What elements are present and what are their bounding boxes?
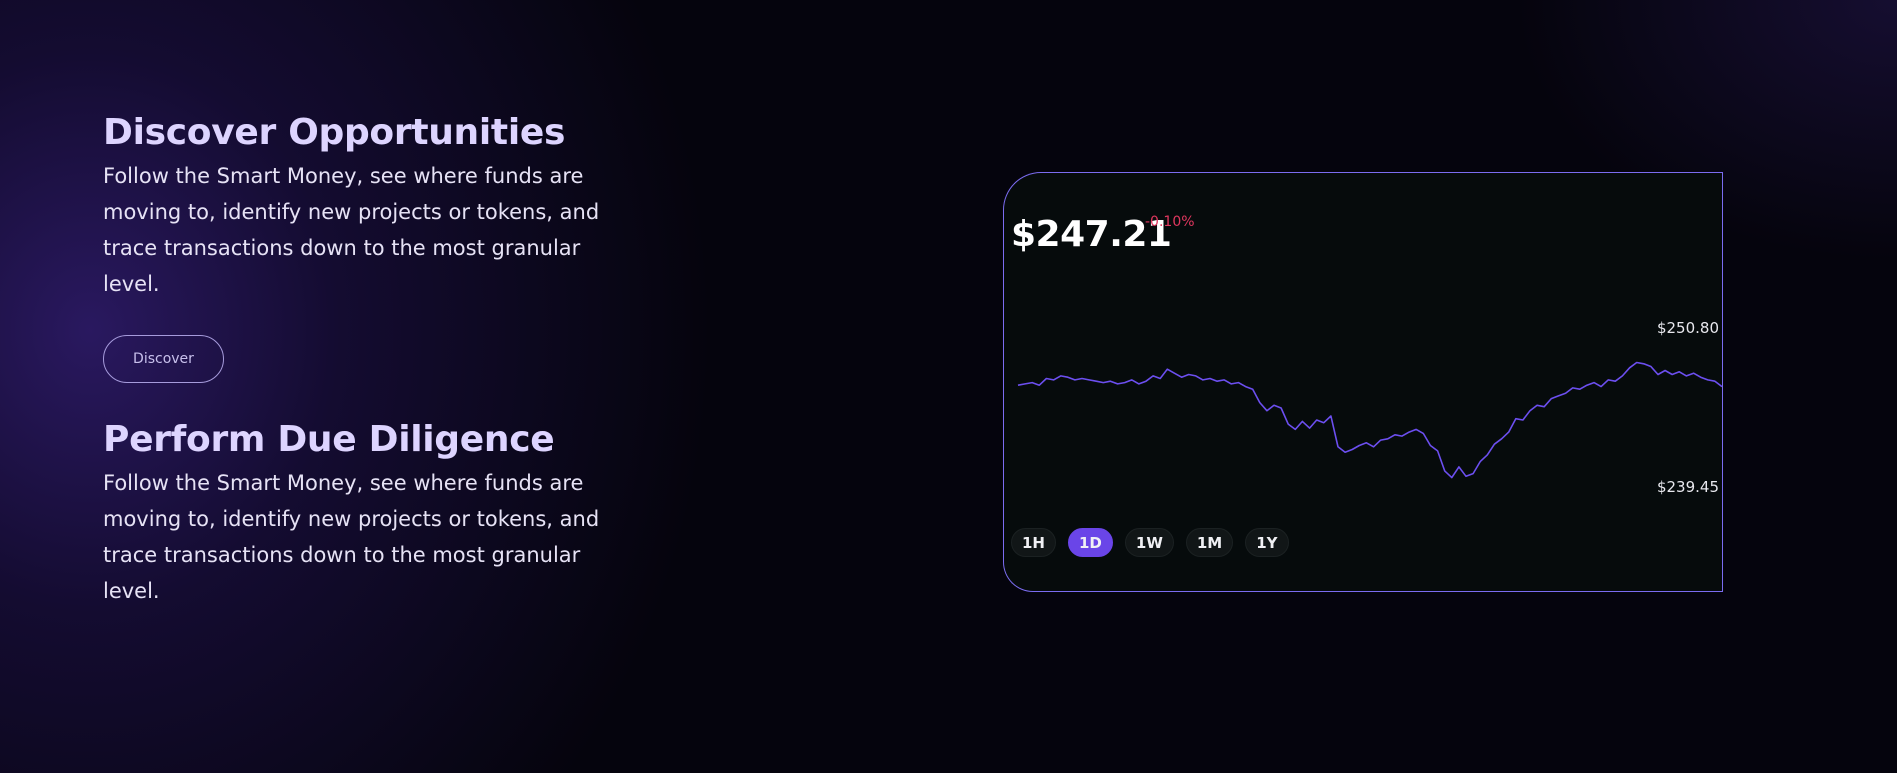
- range-button-1d[interactable]: 1D: [1068, 528, 1113, 557]
- range-button-1y[interactable]: 1Y: [1245, 528, 1289, 557]
- price-line: [1017, 361, 1723, 479]
- low-price-label: $239.45: [1656, 478, 1719, 496]
- price-chart-card: $247.21 -0.10% $250.80 $239.45 1H 1D 1W 1M 1…: [1003, 172, 1723, 592]
- time-range-selector: 1H 1D 1W 1M 1Y: [1011, 528, 1289, 557]
- high-price-label: $250.80: [1656, 319, 1719, 337]
- feature-title-due-diligence: Perform Due Diligence: [103, 419, 555, 460]
- feature-title-discover: Discover Opportunities: [103, 112, 566, 153]
- range-button-1m[interactable]: 1M: [1185, 528, 1234, 557]
- feature-text-discover: Follow the Smart Money, see where funds …: [103, 164, 600, 296]
- price-change: -0.10%: [1145, 214, 1195, 230]
- current-price: $247.21: [1011, 214, 1172, 255]
- range-button-1w[interactable]: 1W: [1124, 528, 1174, 557]
- price-line-chart: [1017, 361, 1723, 479]
- features-column: Discover Opportunities Follow the Smart …: [103, 108, 623, 609]
- discover-button[interactable]: Discover: [103, 335, 224, 383]
- feature-text-due-diligence: Follow the Smart Money, see where funds …: [103, 471, 600, 603]
- range-button-1h[interactable]: 1H: [1011, 528, 1056, 557]
